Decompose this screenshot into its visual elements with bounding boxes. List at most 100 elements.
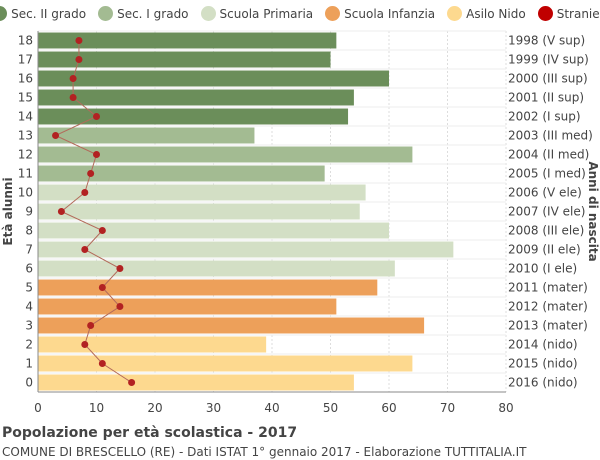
stranieri-point <box>116 303 124 310</box>
legend-label-asilo-nido: Asilo Nido <box>466 6 526 21</box>
birth-year-label: 2014 (nido) <box>508 338 578 352</box>
stranieri-point <box>87 170 95 177</box>
stranieri-point <box>87 322 95 329</box>
x-tick-label: 60 <box>381 401 396 415</box>
stranieri-point <box>128 379 136 386</box>
x-tick-label: 10 <box>89 401 104 415</box>
birth-year-label: 2013 (mater) <box>508 319 588 333</box>
birth-year-label: 2004 (II med) <box>508 148 589 162</box>
x-tick-label: 20 <box>147 401 162 415</box>
bar <box>38 222 389 239</box>
x-tick-label: 80 <box>498 401 513 415</box>
birth-year-label: 2003 (III med) <box>508 129 593 143</box>
birth-year-label: 2008 (III ele) <box>508 224 584 238</box>
bar <box>38 241 454 258</box>
chart-subtitle: COMUNE DI BRESCELLO (RE) - Dati ISTAT 1°… <box>2 445 527 459</box>
stranieri-point <box>75 56 83 63</box>
age-tick-label: 9 <box>25 205 33 219</box>
birth-year-label: 2009 (II ele) <box>508 243 581 257</box>
stranieri-point <box>98 360 106 367</box>
birth-year-label: 2010 (I ele) <box>508 262 577 276</box>
birth-year-label: 2000 (III sup) <box>508 72 588 86</box>
age-tick-label: 3 <box>25 319 33 333</box>
legend-label-sec-i-grado: Sec. I grado <box>117 6 189 21</box>
bar <box>38 70 389 87</box>
birth-year-label: 2002 (I sup) <box>508 110 581 124</box>
legend-swatch-stranieri <box>537 6 553 21</box>
age-tick-label: 0 <box>25 376 33 390</box>
stranieri-point <box>93 151 100 158</box>
bar <box>38 32 337 49</box>
age-tick-label: 2 <box>25 338 33 352</box>
bar <box>38 108 349 125</box>
legend-item-asilo-nido: Asilo Nido <box>447 6 526 21</box>
bar <box>38 374 354 391</box>
stranieri-point <box>69 94 77 101</box>
legend-swatch-sec-ii-grado <box>0 6 8 21</box>
age-tick-label: 1 <box>25 357 33 371</box>
stranieri-point <box>93 113 100 120</box>
age-tick-label: 8 <box>25 224 33 238</box>
age-tick-label: 6 <box>25 262 33 276</box>
stranieri-point <box>81 341 89 348</box>
legend-item-sec-ii-grado: Sec. II grado <box>0 6 86 21</box>
birth-year-label: 1999 (IV sup) <box>508 53 589 67</box>
y-axis-title-left: Età alunni <box>1 177 15 245</box>
bar <box>38 279 378 296</box>
bar <box>38 336 267 353</box>
bar <box>38 355 413 372</box>
stranieri-point <box>81 189 89 196</box>
age-tick-label: 12 <box>18 148 33 162</box>
stranieri-point <box>98 284 106 291</box>
legend-swatch-sec-i-grado <box>98 6 114 21</box>
stranieri-point <box>69 75 77 82</box>
y-axis-title-right: Anni di nascita <box>586 161 600 261</box>
stranieri-point <box>52 132 60 139</box>
age-tick-label: 7 <box>25 243 33 257</box>
stranieri-point <box>116 265 124 272</box>
birth-year-label: 2011 (mater) <box>508 281 588 295</box>
age-tick-label: 10 <box>18 186 33 200</box>
age-tick-label: 11 <box>18 167 33 181</box>
birth-year-label: 2005 (I med) <box>508 167 586 181</box>
x-tick-label: 30 <box>206 401 221 415</box>
bar <box>38 146 413 163</box>
bar <box>38 165 325 182</box>
bar <box>38 127 255 144</box>
legend-swatch-asilo-nido <box>447 6 463 21</box>
bar <box>38 260 395 277</box>
birth-year-label: 2001 (II sup) <box>508 91 584 105</box>
bar <box>38 298 337 315</box>
stranieri-point <box>98 227 106 234</box>
birth-year-label: 2007 (IV ele) <box>508 205 585 219</box>
stranieri-point <box>81 246 89 253</box>
legend-item-scuola-infanzia: Scuola Infanzia <box>325 6 435 21</box>
legend-item-stranieri: Stranieri <box>537 6 600 21</box>
chart-title: Popolazione per età scolastica - 2017 <box>2 425 298 441</box>
legend-label-scuola-infanzia: Scuola Infanzia <box>344 6 436 21</box>
legend-swatch-scuola-infanzia <box>325 6 341 21</box>
birth-year-label: 1998 (V sup) <box>508 34 585 48</box>
birth-year-label: 2015 (nido) <box>508 357 578 371</box>
bar <box>38 51 331 68</box>
legend-label-sec-ii-grado: Sec. II grado <box>11 6 87 21</box>
birth-year-label: 2016 (nido) <box>508 376 578 390</box>
age-tick-label: 4 <box>25 300 33 314</box>
x-tick-label: 70 <box>440 401 455 415</box>
age-tick-label: 17 <box>18 53 33 67</box>
age-tick-label: 16 <box>18 72 33 86</box>
legend-label-scuola-primaria: Scuola Primaria <box>219 6 314 21</box>
bar <box>38 184 366 201</box>
age-tick-label: 15 <box>18 91 33 105</box>
birth-year-label: 2012 (mater) <box>508 300 588 314</box>
stranieri-point <box>75 37 83 44</box>
age-tick-label: 5 <box>25 281 33 295</box>
age-tick-label: 13 <box>18 129 33 143</box>
legend-item-scuola-primaria: Scuola Primaria <box>200 6 314 21</box>
x-tick-label: 50 <box>323 401 338 415</box>
birth-year-label: 2006 (V ele) <box>508 186 582 200</box>
bar <box>38 203 360 220</box>
age-tick-label: 18 <box>18 34 33 48</box>
legend-swatch-scuola-primaria <box>200 6 216 21</box>
